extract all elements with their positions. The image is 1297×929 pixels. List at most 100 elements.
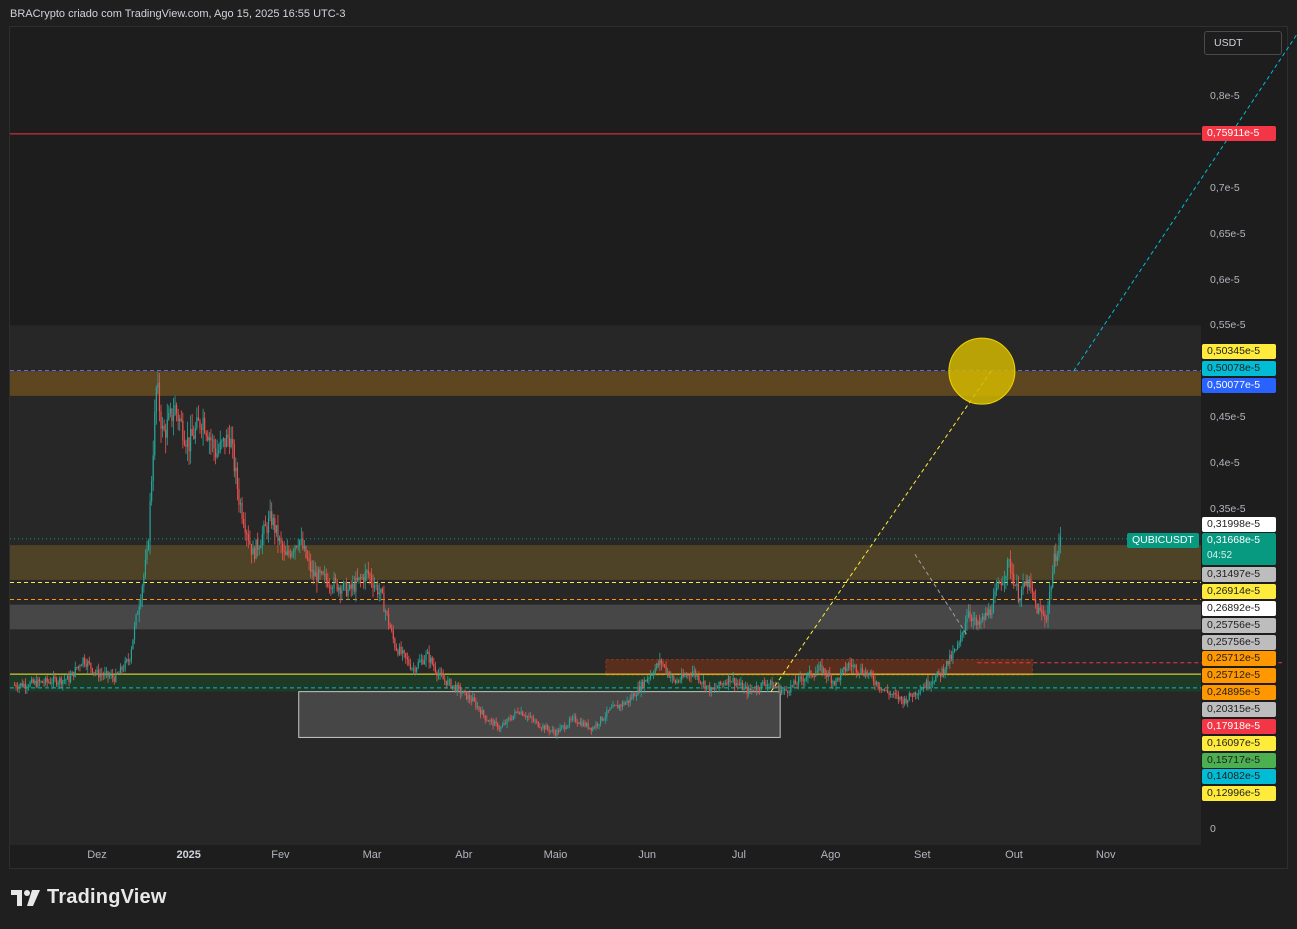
- candle: [494, 721, 496, 726]
- candle: [1008, 559, 1010, 561]
- candle: [606, 710, 608, 717]
- candle: [573, 716, 575, 718]
- tradingview-brand[interactable]: TradingView: [11, 886, 167, 909]
- candle: [24, 683, 26, 689]
- candle: [15, 685, 17, 688]
- candle: [957, 644, 959, 650]
- candle: [243, 518, 245, 525]
- candle: [473, 697, 475, 701]
- candle: [316, 572, 318, 583]
- candle: [615, 705, 617, 706]
- supply-zone[interactable]: [10, 545, 1201, 580]
- candle: [637, 686, 639, 696]
- candle: [207, 435, 209, 441]
- candle: [126, 659, 128, 661]
- candle: [941, 668, 943, 677]
- candle: [715, 687, 717, 689]
- target-circle[interactable]: [948, 337, 1016, 405]
- candle: [104, 672, 106, 676]
- candle: [824, 668, 826, 675]
- candle: [589, 727, 591, 729]
- candle: [693, 670, 695, 673]
- candle: [849, 663, 851, 665]
- candle: [796, 684, 798, 686]
- candle: [953, 650, 956, 652]
- candle: [732, 677, 734, 682]
- candle: [141, 586, 143, 600]
- candle: [63, 679, 65, 681]
- candle: [1039, 607, 1041, 610]
- candle: [475, 700, 477, 708]
- candle: [726, 682, 728, 685]
- candle: [133, 625, 136, 640]
- candle: [529, 716, 532, 718]
- candle: [559, 727, 561, 733]
- white-dashed-projection[interactable]: [914, 554, 969, 637]
- candle: [177, 413, 179, 422]
- candle: [681, 673, 683, 681]
- candle: [179, 418, 181, 422]
- candle: [755, 686, 758, 691]
- candle: [568, 719, 571, 726]
- green-zone[interactable]: [10, 673, 1201, 692]
- candle: [294, 546, 296, 552]
- resistance-zone-upper[interactable]: [10, 371, 1201, 396]
- candle: [52, 676, 55, 684]
- candle: [394, 638, 396, 649]
- candle: [18, 685, 20, 689]
- candle: [997, 582, 999, 588]
- candle: [579, 721, 581, 725]
- candle: [665, 665, 667, 673]
- candle: [699, 681, 701, 683]
- candle: [921, 689, 923, 691]
- candle: [685, 675, 687, 677]
- candle: [246, 532, 248, 535]
- candle: [202, 417, 204, 430]
- candle: [137, 614, 139, 616]
- candle: [364, 571, 366, 582]
- candle: [815, 672, 817, 677]
- candle: [871, 671, 873, 676]
- candle: [514, 711, 516, 716]
- candle: [740, 682, 742, 686]
- currency-selector[interactable]: USDT: [1204, 31, 1282, 55]
- candle: [99, 674, 101, 678]
- candle: [826, 674, 828, 677]
- candle: [866, 671, 868, 675]
- candle: [698, 675, 700, 682]
- candle: [289, 553, 291, 557]
- tradingview-logo-icon: [11, 889, 40, 906]
- candle: [813, 676, 815, 678]
- candle: [93, 671, 95, 673]
- candle: [266, 526, 268, 533]
- grey-zone[interactable]: [10, 604, 1201, 630]
- candle: [765, 684, 767, 687]
- candle: [94, 671, 97, 673]
- candle: [469, 695, 471, 700]
- candle: [423, 660, 426, 665]
- cyan-projection-line[interactable]: [1073, 32, 1297, 372]
- yellow-projection-line[interactable]: [770, 370, 992, 692]
- candle: [367, 570, 369, 574]
- candle: [838, 677, 840, 681]
- time-axis-label: Ago: [820, 849, 841, 861]
- candle: [587, 722, 589, 729]
- price-tag: 0,26914e-5: [1202, 583, 1276, 599]
- candle: [68, 675, 70, 682]
- candle: [216, 453, 218, 458]
- candle: [236, 467, 238, 489]
- accumulation-box[interactable]: [298, 691, 781, 738]
- candle: [373, 585, 376, 588]
- candle: [877, 681, 879, 688]
- candle: [105, 671, 108, 673]
- current-price-tag: 0,31668e-5 04:52: [1202, 533, 1276, 565]
- candle: [395, 648, 398, 651]
- candle: [614, 705, 616, 707]
- candle: [528, 716, 530, 718]
- candle: [498, 728, 500, 730]
- candle: [682, 673, 684, 677]
- candle: [1047, 605, 1049, 621]
- price-tag: 0,25712e-5: [1202, 668, 1276, 684]
- candle: [238, 488, 240, 505]
